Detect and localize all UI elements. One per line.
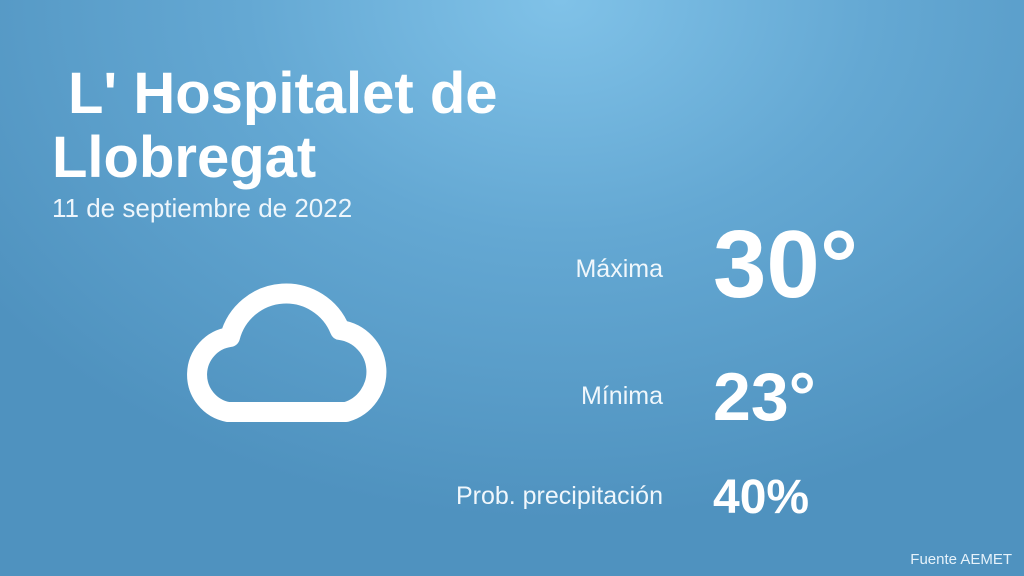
precip-label: Prob. precipitación [455,482,663,510]
source: Fuente AEMET [910,551,1012,568]
min-label: Mínima [581,382,663,410]
city-title: L' Hospitalet de Llobregat [52,61,498,190]
precip-value: 40% [713,471,810,524]
min-value: 23° [713,359,816,435]
max-value: 30° [713,211,859,318]
date: 11 de septiembre de 2022 [52,193,353,223]
max-label: Máxima [575,255,663,283]
cloud-icon [187,283,387,422]
